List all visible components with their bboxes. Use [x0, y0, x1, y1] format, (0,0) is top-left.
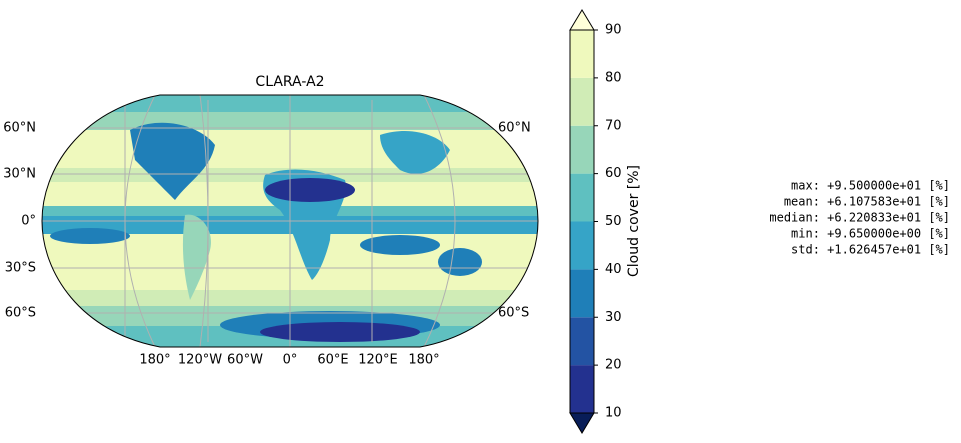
colorbar-tick-label: 20 [605, 358, 622, 373]
colorbar-bin [570, 125, 594, 174]
colorbar-bin [570, 269, 594, 318]
lat-label: 30°S [5, 261, 36, 276]
colorbar-bin [570, 30, 594, 78]
colorbar-label: Cloud cover [%] [626, 165, 642, 277]
colorbar-tick-label: 30 [605, 310, 622, 325]
lat-label: 60°N [498, 121, 531, 136]
map-frame [41, 94, 539, 348]
colorbar-bin [570, 77, 594, 126]
lat-label: 60°N [3, 121, 36, 136]
stat-line: median: +6.220833e+01 [%] [769, 211, 950, 225]
stat-line: std: +1.626457e+01 [%] [791, 243, 950, 257]
lon-label: 60°W [227, 353, 263, 368]
colorbar-tick-label: 40 [605, 262, 622, 277]
lat-label: 60°S [498, 306, 529, 321]
colorbar-over [569, 9, 595, 31]
colorbar-tick-label: 70 [605, 118, 622, 133]
colorbar-bin [570, 365, 594, 413]
cloud-field [42, 95, 538, 347]
colorbar-tick-label: 80 [605, 70, 622, 85]
lon-label: 60°E [317, 353, 348, 368]
stat-line: min: +9.650000e+00 [%] [791, 227, 950, 241]
map-title: CLARA-A2 [255, 74, 324, 90]
colorbar-bin [570, 173, 594, 222]
colorbar-under [569, 412, 595, 434]
lat-label: 60°S [5, 306, 36, 321]
colorbar-tick-label: 50 [605, 214, 622, 229]
lon-label: 0° [283, 353, 298, 368]
lon-label: 180° [408, 353, 439, 368]
colorbar: 10 20 30 40 50 60 70 80 90 [569, 9, 622, 434]
stat-line: max: +9.500000e+01 [%] [791, 179, 950, 193]
lon-label: 120°E [358, 353, 398, 368]
lon-label: 180° [139, 353, 170, 368]
colorbar-bin [570, 317, 594, 366]
stat-line: mean: +6.107583e+01 [%] [784, 195, 950, 209]
lon-label: 120°W [178, 353, 222, 368]
lat-label: 30°N [3, 167, 36, 182]
colorbar-tick-label: 90 [605, 23, 622, 38]
colorbar-tick-label: 60 [605, 166, 622, 181]
colorbar-tick-label: 10 [605, 406, 622, 421]
colorbar-bin [570, 221, 594, 270]
lat-label: 0° [21, 214, 36, 229]
